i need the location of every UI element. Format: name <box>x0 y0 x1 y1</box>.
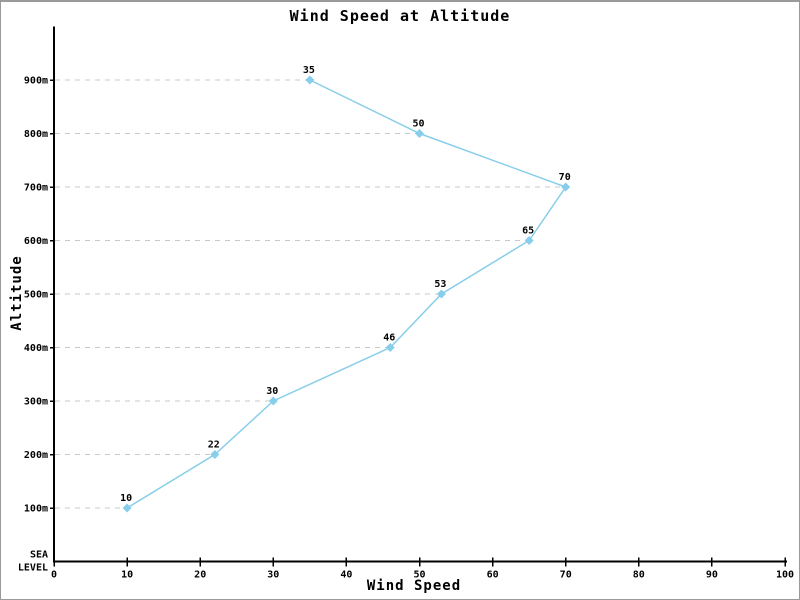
data-point-marker <box>305 75 315 85</box>
data-point-label: 46 <box>383 333 395 344</box>
data-point-marker <box>436 289 446 299</box>
x-tick-label: 0 <box>51 570 57 581</box>
y-tick-label: 500m <box>24 290 48 301</box>
y-tick-label: 100m <box>24 504 48 515</box>
y-tick-label: 600m <box>24 236 48 247</box>
data-point-marker <box>415 129 424 138</box>
y-tick-label: 800m <box>24 129 48 140</box>
data-point-label: 53 <box>434 279 446 290</box>
x-tick-label: 100 <box>776 570 794 581</box>
y-tick-label: 300m <box>24 397 48 408</box>
x-tick-label: 30 <box>267 570 279 581</box>
sea-level-label: LEVEL <box>18 563 48 574</box>
x-tick-label: 60 <box>487 570 499 581</box>
x-tick-label: 40 <box>340 570 352 581</box>
data-point-label: 10 <box>120 493 132 504</box>
data-point-marker <box>210 450 220 459</box>
data-point-label: 22 <box>208 440 220 451</box>
x-tick-label: 80 <box>633 570 645 581</box>
y-tick-label: 700m <box>24 183 48 194</box>
x-tick-label: 50 <box>413 570 425 581</box>
data-point-label: 30 <box>266 386 278 397</box>
chart-title: Wind Speed at Altitude <box>289 7 511 25</box>
data-point-marker <box>268 396 278 406</box>
data-point-label: 65 <box>522 226 534 237</box>
data-point-marker <box>561 182 571 192</box>
y-tick-label: 900m <box>24 76 48 87</box>
y-tick-label: 400m <box>24 343 48 354</box>
x-axis-title: Wind Speed <box>366 578 462 594</box>
x-tick-label: 10 <box>121 570 133 581</box>
data-point-label: 35 <box>303 65 315 76</box>
sea-level-label: SEA <box>30 550 48 561</box>
x-tick-label: 90 <box>706 570 718 581</box>
data-point-marker <box>122 503 132 513</box>
data-point-marker <box>524 236 534 245</box>
data-point-label: 70 <box>559 172 571 183</box>
x-tick-label: 70 <box>560 570 572 581</box>
data-point-marker <box>385 343 395 352</box>
data-point-label: 50 <box>412 119 424 130</box>
y-axis-title: Altitude <box>9 255 25 331</box>
y-tick-label: 200m <box>24 450 48 461</box>
x-tick-label: 20 <box>194 570 206 581</box>
